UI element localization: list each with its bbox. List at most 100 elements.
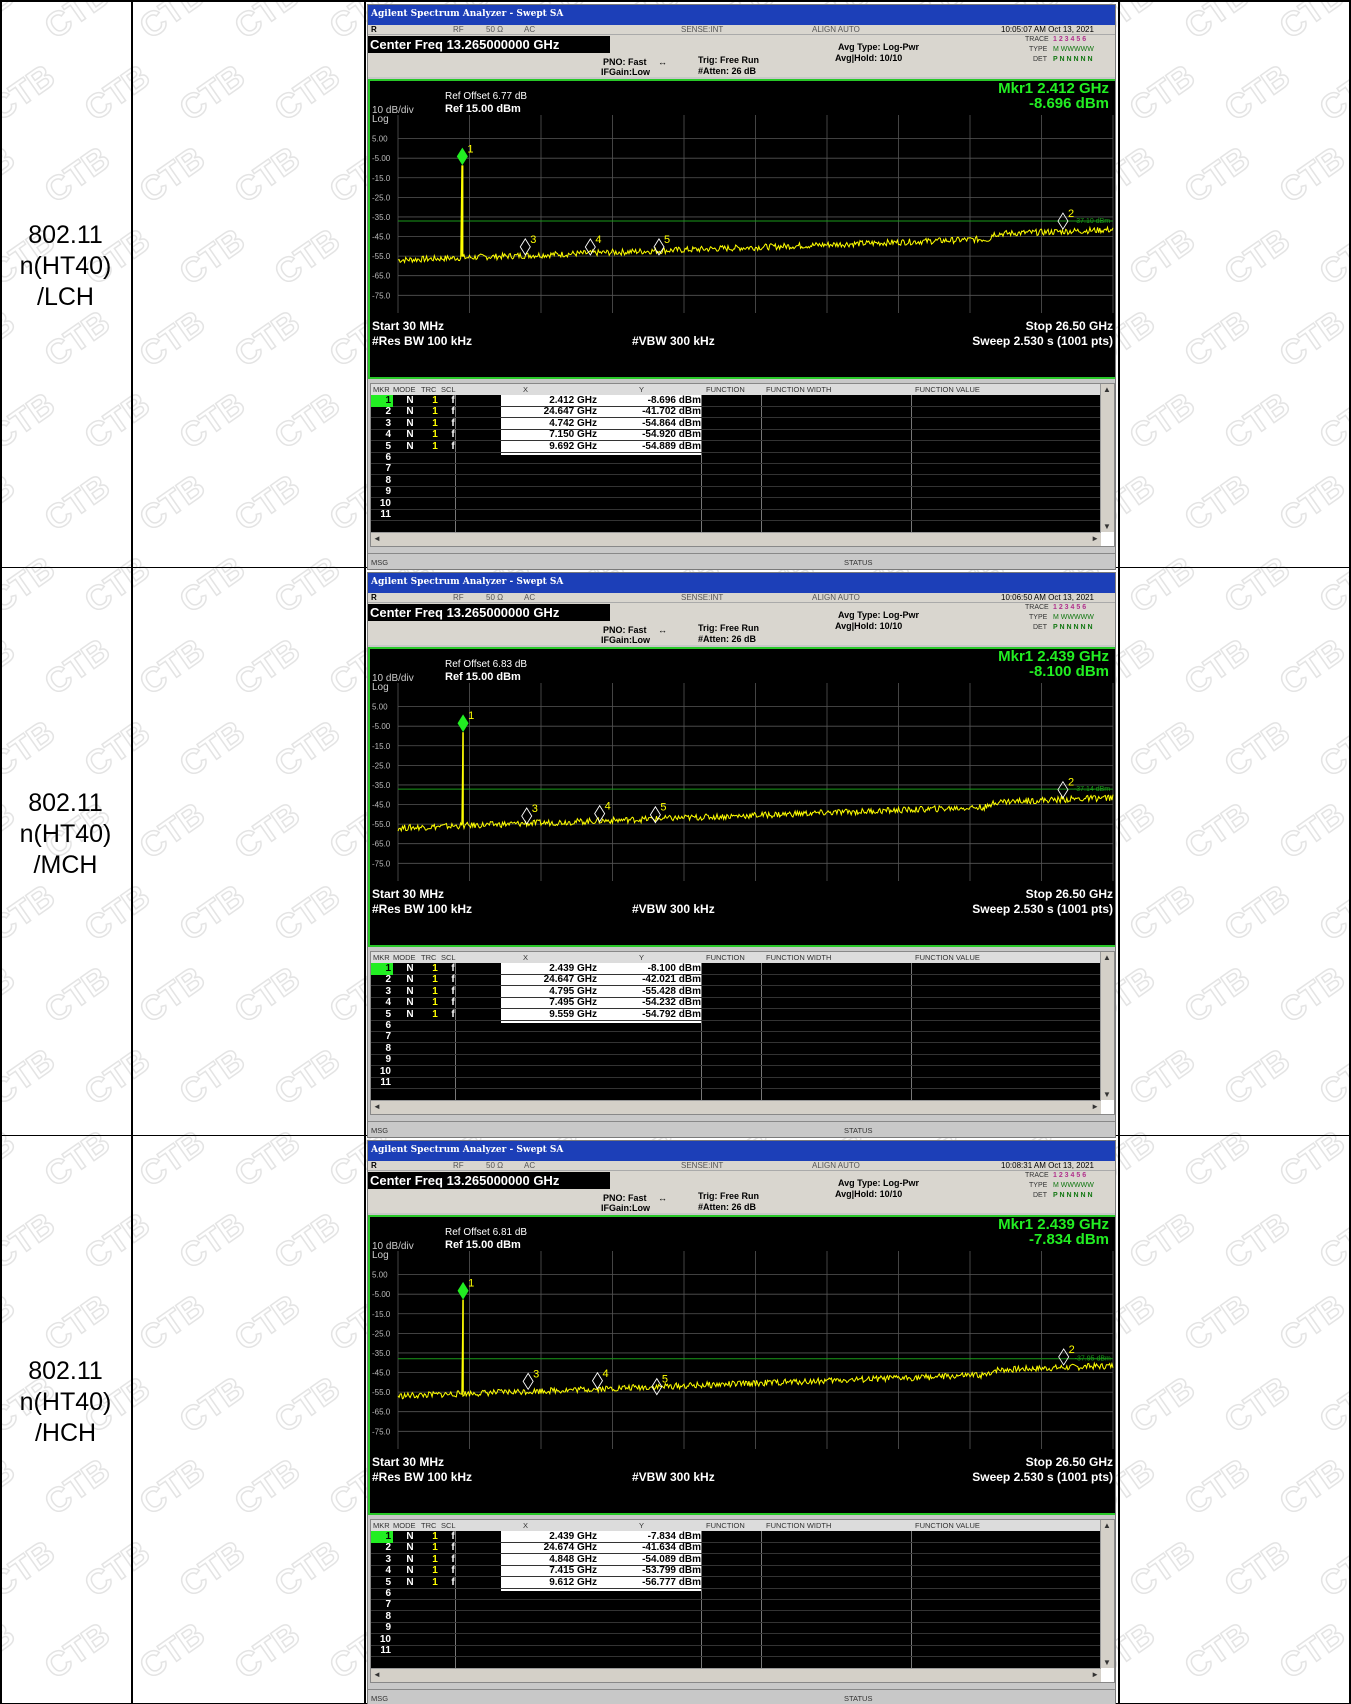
scroll-left-icon[interactable]: ◄	[373, 1670, 381, 1679]
vertical-scrollbar[interactable]: ▲ ▼	[1100, 1520, 1114, 1668]
marker-table-row[interactable]: 2 N 1 f 24.674 GHz -41.634 dBm	[371, 1542, 1101, 1555]
y-tick-label: 5.00	[372, 703, 388, 712]
marker-table-row[interactable]: 11	[371, 509, 1101, 521]
table-column-border	[364, 0, 366, 1704]
y-tick-label: -5.00	[372, 1290, 391, 1299]
scale-cell: f	[451, 1576, 455, 1588]
marker-table-row[interactable]: 11	[371, 1077, 1101, 1089]
trigger-arrow-icon: ↔	[658, 1193, 667, 1203]
marker-table-row[interactable]: 5 N 1 f 9.612 GHz -56.777 dBm	[371, 1577, 1101, 1589]
scroll-up-icon[interactable]: ▲	[1103, 1521, 1111, 1530]
y-tick-label: -35.0	[372, 1349, 391, 1358]
marker-table-row[interactable]: 10	[371, 1066, 1101, 1078]
ref-offset-label: Ref Offset 6.83 dB	[445, 659, 528, 670]
marker-number-cell: 3	[385, 985, 391, 997]
scroll-left-icon[interactable]: ◄	[373, 1102, 381, 1111]
window-title-bar: Agilent Spectrum Analyzer - Swept SA	[368, 5, 1115, 25]
avg-hold-label: Avg|Hold: 10/10	[835, 621, 903, 631]
marker-diamond[interactable]	[521, 807, 533, 825]
impedance-label: 50 Ω	[486, 1161, 504, 1170]
horizontal-scrollbar[interactable]: ◄ ►	[371, 1100, 1101, 1114]
marker-table-row[interactable]: 11	[371, 1645, 1101, 1657]
display-line-label: -37.95 dBm	[1075, 1356, 1111, 1363]
marker-table-row[interactable]: 1 N 1 f 2.439 GHz -7.834 dBm	[371, 1531, 1101, 1543]
marker-diamond[interactable]	[519, 237, 531, 256]
marker-diamond[interactable]	[591, 1371, 604, 1390]
scroll-down-icon[interactable]: ▼	[1103, 1658, 1111, 1667]
center-freq-field[interactable]: Center Freq 13.265000000 GHz	[368, 1172, 610, 1189]
marker-table-row[interactable]: 5 N 1 f 9.559 GHz -54.792 dBm	[371, 1009, 1101, 1021]
center-freq-field[interactable]: Center Freq 13.265000000 GHz	[368, 36, 610, 53]
marker-table-row[interactable]: 9	[371, 1054, 1101, 1067]
marker-diamond[interactable]	[456, 147, 468, 166]
marker-table-row[interactable]: 9	[371, 1622, 1101, 1635]
marker-diamond[interactable]	[594, 804, 606, 823]
marker-diamond[interactable]	[653, 238, 665, 256]
marker-diamond[interactable]	[457, 1281, 469, 1300]
marker-table-row[interactable]: 7	[371, 1599, 1101, 1612]
marker-table-column-header: FUNCTION	[706, 1521, 745, 1530]
marker-table-row[interactable]: 10	[371, 1634, 1101, 1646]
x-value-cell: 24.647 GHz	[543, 406, 597, 418]
marker-table-row[interactable]: 4 N 1 f 7.150 GHz -54.920 dBm	[371, 429, 1101, 442]
xy-column-bg	[501, 395, 701, 455]
scroll-right-icon[interactable]: ►	[1091, 534, 1099, 543]
marker-table-column-header: SCL	[441, 953, 456, 962]
analyzer-header: R RF 50 Ω AC SENSE:INT ALIGN AUTO 10:06:50 AM …	[368, 593, 1115, 645]
marker-table-row[interactable]: 6	[371, 1020, 1101, 1032]
marker-table-row[interactable]: 3 N 1 f 4.848 GHz -54.089 dBm	[371, 1554, 1101, 1566]
scroll-left-icon[interactable]: ◄	[373, 534, 381, 543]
marker-diamond[interactable]	[1058, 1348, 1070, 1366]
trace-label: TRACE	[1025, 604, 1049, 611]
marker-diamond[interactable]	[1057, 212, 1069, 230]
marker-table-row[interactable]: 7	[371, 463, 1101, 476]
marker-table-column-header: X	[523, 953, 529, 962]
marker-table-body: 1 N 1 f 2.439 GHz -7.834 dBm 2 N 1 f 24.674 GHz -41…	[371, 1531, 1101, 1668]
marker-table-row[interactable]: 3 N 1 f 4.795 GHz -55.428 dBm	[371, 986, 1101, 998]
marker-table-row[interactable]: 6	[371, 452, 1101, 464]
marker-table-row[interactable]: 10	[371, 498, 1101, 510]
marker-diamond[interactable]	[584, 238, 596, 256]
scroll-down-icon[interactable]: ▼	[1103, 522, 1111, 531]
ref-offset-label: Ref Offset 6.81 dB	[445, 1227, 528, 1238]
horizontal-scrollbar[interactable]: ◄ ►	[371, 532, 1101, 546]
marker-table-row[interactable]: 9	[371, 486, 1101, 499]
table-column-border	[1349, 0, 1351, 1704]
marker-table-row[interactable]: 8	[371, 1611, 1101, 1623]
marker-diamond[interactable]	[1057, 780, 1069, 799]
vertical-scrollbar[interactable]: ▲ ▼	[1100, 384, 1114, 532]
det-label: DET	[1033, 1192, 1047, 1199]
scroll-up-icon[interactable]: ▲	[1103, 953, 1111, 962]
marker-table-row[interactable]: 3 N 1 f 4.742 GHz -54.864 dBm	[371, 418, 1101, 430]
marker-diamond[interactable]	[651, 1377, 663, 1396]
scroll-down-icon[interactable]: ▼	[1103, 1090, 1111, 1099]
y-value-cell: -7.834 dBm	[647, 1531, 701, 1542]
marker-diamond[interactable]	[649, 805, 661, 824]
marker-number-cell: 7	[385, 1031, 391, 1043]
marker-table-row[interactable]: 8	[371, 475, 1101, 487]
scroll-right-icon[interactable]: ►	[1091, 1670, 1099, 1679]
table-top-border	[0, 0, 1351, 2]
vertical-scrollbar[interactable]: ▲ ▼	[1100, 952, 1114, 1100]
x-value-cell: 4.742 GHz	[549, 417, 597, 429]
marker-table-row[interactable]: 1 N 1 f 2.439 GHz -8.100 dBm	[371, 963, 1101, 975]
marker-table-row[interactable]: 5 N 1 f 9.692 GHz -54.889 dBm	[371, 441, 1101, 453]
marker-diamond[interactable]	[522, 1372, 534, 1391]
marker-table-row[interactable]: 6	[371, 1588, 1101, 1600]
marker-diamond[interactable]	[457, 714, 469, 733]
scroll-up-icon[interactable]: ▲	[1103, 385, 1111, 394]
table-row: 802.11 n(HT40) /HCH Agilent Spectrum Anal…	[0, 1136, 1351, 1704]
marker-number: 4	[595, 234, 601, 246]
marker-table-row[interactable]: 8	[371, 1043, 1101, 1055]
marker-table-row[interactable]: 4 N 1 f 7.415 GHz -53.799 dBm	[371, 1565, 1101, 1578]
x-value-cell: 24.647 GHz	[543, 974, 597, 986]
marker-table-row[interactable]: 1 N 1 f 2.412 GHz -8.696 dBm	[371, 395, 1101, 407]
horizontal-scrollbar[interactable]: ◄ ►	[371, 1668, 1101, 1682]
marker-table-row[interactable]: 2 N 1 f 24.647 GHz -42.021 dBm	[371, 974, 1101, 987]
scroll-right-icon[interactable]: ►	[1091, 1102, 1099, 1111]
marker-table-row[interactable]: 2 N 1 f 24.647 GHz -41.702 dBm	[371, 406, 1101, 419]
marker-table-row[interactable]: 4 N 1 f 7.495 GHz -54.232 dBm	[371, 997, 1101, 1010]
center-freq-field[interactable]: Center Freq 13.265000000 GHz	[368, 604, 610, 621]
marker-table-row[interactable]: 7	[371, 1031, 1101, 1044]
